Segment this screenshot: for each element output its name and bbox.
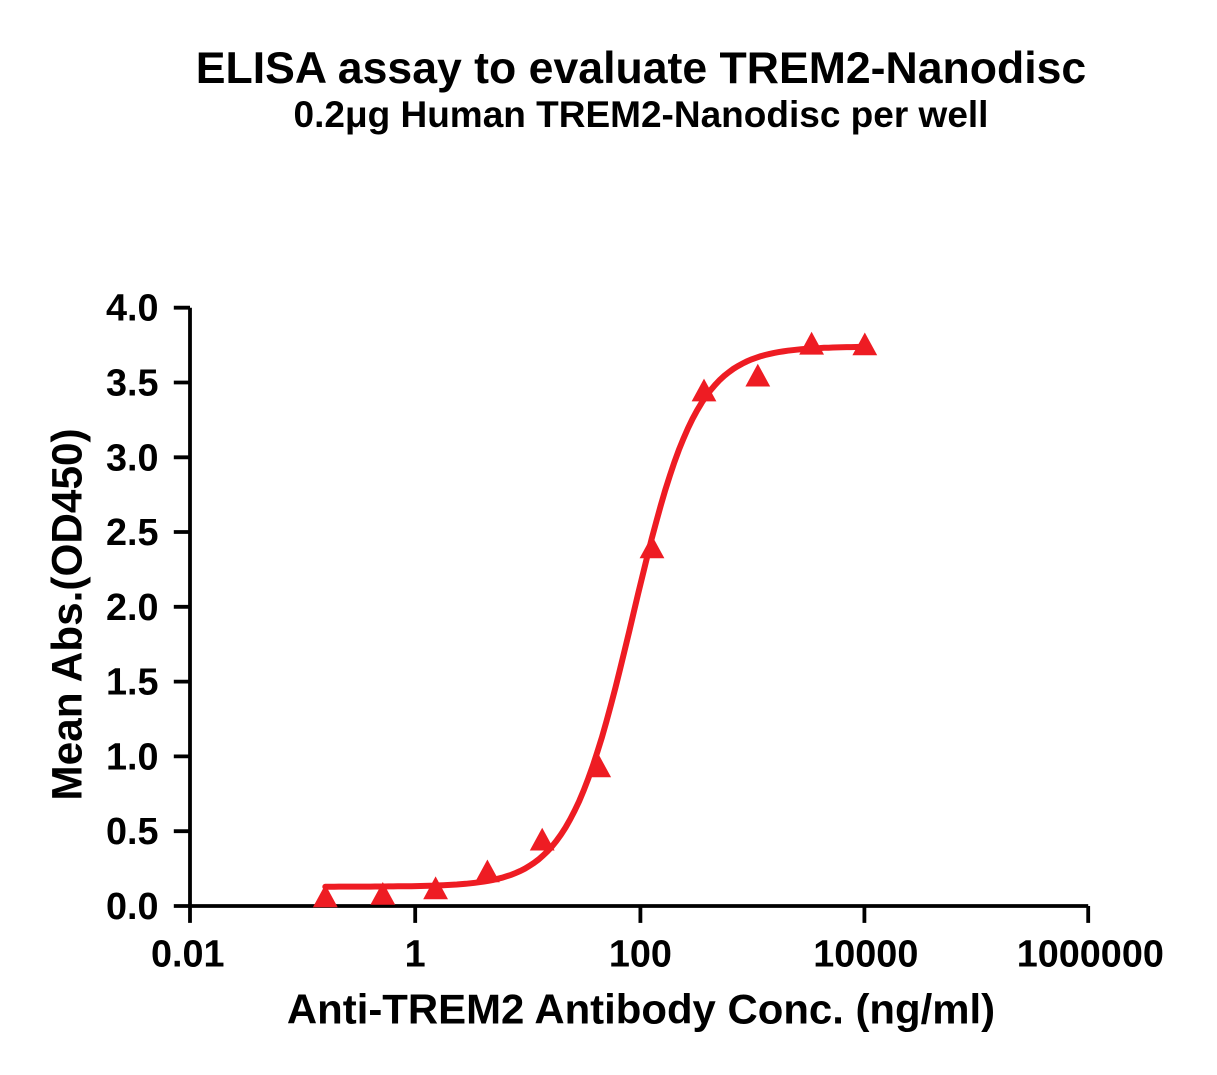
svg-text:Mean Abs.(OD450): Mean Abs.(OD450)	[44, 428, 91, 800]
svg-text:2.0: 2.0	[106, 587, 159, 629]
svg-text:1.0: 1.0	[106, 736, 159, 778]
svg-text:3.0: 3.0	[106, 437, 159, 479]
svg-text:2.5: 2.5	[106, 512, 159, 554]
svg-text:0.0: 0.0	[106, 886, 159, 928]
svg-text:Anti-TREM2 Antibody Conc. (ng/: Anti-TREM2 Antibody Conc. (ng/ml)	[287, 986, 995, 1033]
svg-text:0.5: 0.5	[106, 811, 159, 853]
svg-text:3.5: 3.5	[106, 363, 159, 405]
svg-text:ELISA assay to evaluate TREM2-: ELISA assay to evaluate TREM2-Nanodisc	[196, 44, 1087, 93]
svg-text:0.2μg Human TREM2-Nanodisc per: 0.2μg Human TREM2-Nanodisc per well	[294, 94, 989, 135]
svg-text:1.5: 1.5	[106, 662, 159, 704]
svg-text:10000: 10000	[813, 934, 918, 976]
svg-text:1: 1	[405, 934, 426, 976]
svg-text:100: 100	[609, 934, 672, 976]
svg-text:1000000: 1000000	[1017, 934, 1164, 976]
svg-text:4.0: 4.0	[106, 288, 159, 330]
svg-text:0.01: 0.01	[151, 934, 225, 976]
